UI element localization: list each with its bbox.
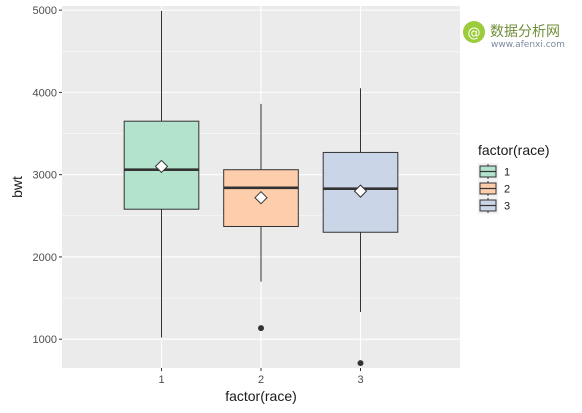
- y-tick-label: 4000: [33, 87, 57, 99]
- legend-label: 2: [504, 184, 510, 196]
- mean-marker: [154, 159, 169, 174]
- x-tick-label: 3: [357, 374, 363, 386]
- y-axis-ticks: 1000 2000 3000 4000 5000: [33, 5, 62, 346]
- mean-marker: [353, 184, 368, 198]
- y-tick-label: 3000: [33, 170, 57, 182]
- box-group-3: [322, 88, 399, 367]
- legend-key-1: 1: [478, 163, 510, 180]
- outlier-point: [357, 360, 364, 367]
- box-group-2: [223, 103, 299, 332]
- legend-key-2: 2: [478, 180, 510, 197]
- y-tick-label: 5000: [33, 5, 57, 17]
- x-tick-label: 1: [158, 374, 164, 386]
- watermark-url: www.afenxi.com: [491, 40, 565, 50]
- x-tick-label: 2: [258, 374, 264, 386]
- y-tick-label: 2000: [33, 252, 57, 264]
- watermark-title: 数据分析网: [490, 24, 560, 40]
- mean-marker: [254, 190, 268, 205]
- outlier-point: [258, 325, 264, 332]
- legend-key-3: 3: [478, 197, 510, 214]
- y-tick-label: 1000: [33, 334, 57, 346]
- legend-label: 3: [504, 201, 510, 213]
- box-series: [123, 10, 399, 367]
- afenxi-logo: @: [463, 21, 485, 43]
- box-group-1: [123, 10, 200, 338]
- legend-label: 1: [504, 167, 510, 179]
- watermark: @ 数据分析网 www.afenxi.com: [463, 21, 565, 50]
- svg-text:@: @: [468, 26, 481, 41]
- legend: factor(race) 1 2 3: [478, 142, 550, 214]
- y-axis-title: bwt: [9, 176, 25, 198]
- legend-title: factor(race): [478, 142, 550, 158]
- x-axis-title: factor(race): [225, 388, 297, 404]
- x-axis-ticks: 1 2 3: [158, 368, 364, 386]
